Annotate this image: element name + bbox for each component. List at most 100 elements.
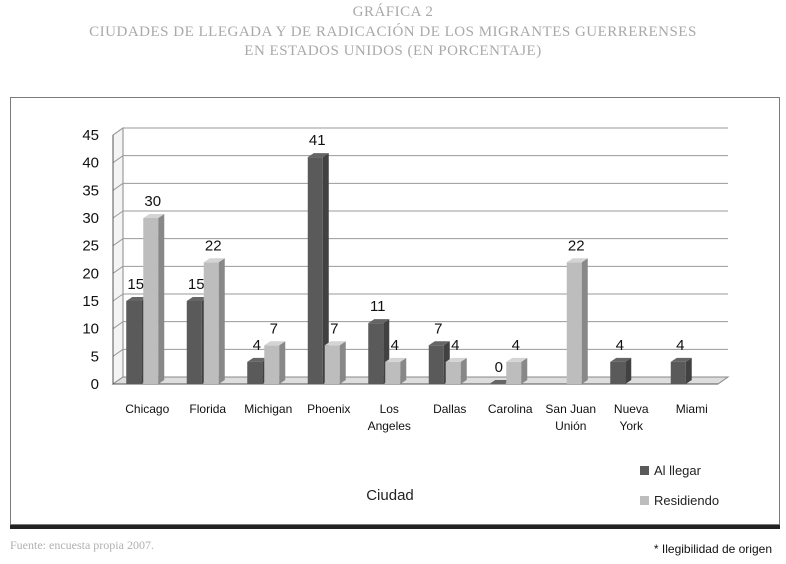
bar-top-1-4 bbox=[385, 357, 407, 362]
bar-top-0-3 bbox=[307, 153, 329, 158]
y-tick-label: 0 bbox=[91, 376, 99, 393]
data-label: 0 bbox=[495, 359, 503, 376]
data-label: 7 bbox=[330, 320, 338, 337]
bar-residiendo-7 bbox=[566, 262, 582, 384]
x-tick-label: Nueva bbox=[614, 402, 649, 416]
bar-top-0-5 bbox=[428, 341, 450, 346]
footnote: * Ilegibilidad de origen bbox=[653, 542, 772, 556]
data-label: 4 bbox=[391, 337, 399, 354]
bar-residiendo-4 bbox=[385, 361, 401, 384]
y-tick-label: 20 bbox=[82, 265, 99, 282]
data-label: 11 bbox=[370, 298, 386, 315]
data-label: 7 bbox=[434, 320, 442, 337]
data-label: 30 bbox=[144, 193, 161, 210]
y-tick-label: 35 bbox=[82, 182, 99, 199]
y-tick-label: 10 bbox=[82, 321, 99, 338]
x-tick-label: Angeles bbox=[368, 419, 411, 433]
legend-label-series-2: Residiendo bbox=[654, 492, 720, 508]
bar-top-1-3 bbox=[324, 341, 346, 346]
bar-residiendo-2 bbox=[264, 345, 280, 384]
bar-top-0-4 bbox=[368, 319, 390, 324]
side-wall bbox=[112, 127, 124, 385]
bar-al-llegar-9 bbox=[670, 361, 686, 384]
gridline-diagonal bbox=[112, 238, 124, 247]
data-label: 15 bbox=[188, 276, 205, 293]
bar-al-llegar-8 bbox=[610, 361, 626, 384]
gridline-diagonal bbox=[112, 293, 124, 302]
bar-al-llegar-4 bbox=[368, 323, 384, 384]
data-label: 4 bbox=[616, 337, 624, 354]
x-tick-label: Los bbox=[380, 402, 399, 416]
data-label: 41 bbox=[309, 132, 326, 149]
bar-side-1-4 bbox=[400, 357, 407, 384]
bar-top-0-8 bbox=[610, 357, 632, 362]
x-tick-label: Miami bbox=[676, 402, 708, 416]
bar-residiendo-6 bbox=[506, 361, 522, 384]
bar-top-0-2 bbox=[247, 357, 269, 362]
data-label: 4 bbox=[676, 337, 684, 354]
bar-al-llegar-6 bbox=[489, 384, 505, 385]
x-tick-label: Chicago bbox=[125, 402, 169, 416]
bar-top-0-0 bbox=[126, 297, 148, 301]
bar-al-llegar-1 bbox=[186, 301, 202, 384]
gridline-diagonal bbox=[112, 210, 124, 219]
bar-al-llegar-0 bbox=[126, 301, 142, 384]
data-label: 4 bbox=[451, 337, 459, 354]
source-note: Fuente: encuesta propia 2007. bbox=[10, 538, 154, 552]
legend-label-series-1: Al llegar bbox=[654, 462, 701, 478]
y-tick-label: 15 bbox=[82, 293, 99, 310]
y-tick-label: 30 bbox=[82, 210, 99, 227]
bar-al-llegar-2 bbox=[247, 361, 263, 384]
x-tick-label: Florida bbox=[189, 402, 226, 416]
data-label: 22 bbox=[205, 237, 222, 254]
bar-top-1-1 bbox=[203, 258, 225, 263]
data-label: 22 bbox=[568, 237, 585, 254]
x-tick-label: Carolina bbox=[488, 402, 533, 416]
bar-al-llegar-3 bbox=[307, 157, 323, 384]
y-tick-label: 25 bbox=[82, 238, 99, 255]
x-tick-label: Dallas bbox=[433, 402, 466, 416]
x-tick-label: Unión bbox=[555, 419, 586, 433]
bar-top-1-2 bbox=[264, 341, 286, 346]
bar-side-1-7 bbox=[581, 258, 588, 384]
bar-side-1-0 bbox=[158, 214, 165, 384]
y-tick-label: 5 bbox=[91, 348, 99, 365]
bar-side-1-1 bbox=[218, 258, 225, 384]
legend-swatch-series-1 bbox=[640, 465, 649, 475]
x-axis-label: Ciudad bbox=[366, 487, 414, 504]
bar-side-1-3 bbox=[339, 341, 346, 384]
gridline-diagonal bbox=[112, 376, 124, 385]
data-label: 7 bbox=[270, 320, 278, 337]
bar-residiendo-3 bbox=[324, 345, 340, 384]
bar-residiendo-1 bbox=[203, 262, 219, 384]
bar-side-1-6 bbox=[521, 357, 528, 384]
data-label: 4 bbox=[512, 337, 520, 354]
legend-swatch-series-2 bbox=[640, 495, 649, 505]
legend-item-series-2: Residiendo bbox=[640, 485, 719, 515]
gridline-diagonal bbox=[112, 155, 124, 164]
bar-side-1-5 bbox=[460, 357, 467, 384]
bar-top-1-5 bbox=[445, 357, 467, 362]
gridline-diagonal bbox=[112, 321, 124, 330]
bar-top-1-7 bbox=[566, 258, 588, 263]
legend-item-series-1: Al llegar bbox=[640, 455, 719, 485]
chart-panel-shadow bbox=[10, 525, 780, 529]
bar-side-0-3 bbox=[322, 153, 329, 384]
chart-title-line3: EN ESTADOS UNIDOS (EN PORCENTAJE) bbox=[244, 43, 542, 59]
gridline-diagonal bbox=[112, 265, 124, 274]
bar-al-llegar-5 bbox=[428, 345, 444, 384]
bar-top-0-9 bbox=[670, 357, 692, 362]
x-tick-label: Phoenix bbox=[307, 402, 350, 416]
gridline-diagonal bbox=[112, 182, 124, 191]
x-tick-label: York bbox=[619, 419, 644, 433]
bar-top-0-6 bbox=[489, 380, 511, 384]
x-tick-label: San Juan bbox=[545, 402, 596, 416]
bar-top-1-6 bbox=[506, 357, 528, 362]
y-tick-label: 45 bbox=[82, 127, 99, 144]
bar-side-0-9 bbox=[685, 357, 692, 384]
bar-top-1-0 bbox=[143, 214, 165, 218]
bar-side-1-2 bbox=[279, 341, 286, 384]
x-tick-label: Michigan bbox=[244, 402, 292, 416]
y-tick-label: 40 bbox=[82, 155, 99, 172]
